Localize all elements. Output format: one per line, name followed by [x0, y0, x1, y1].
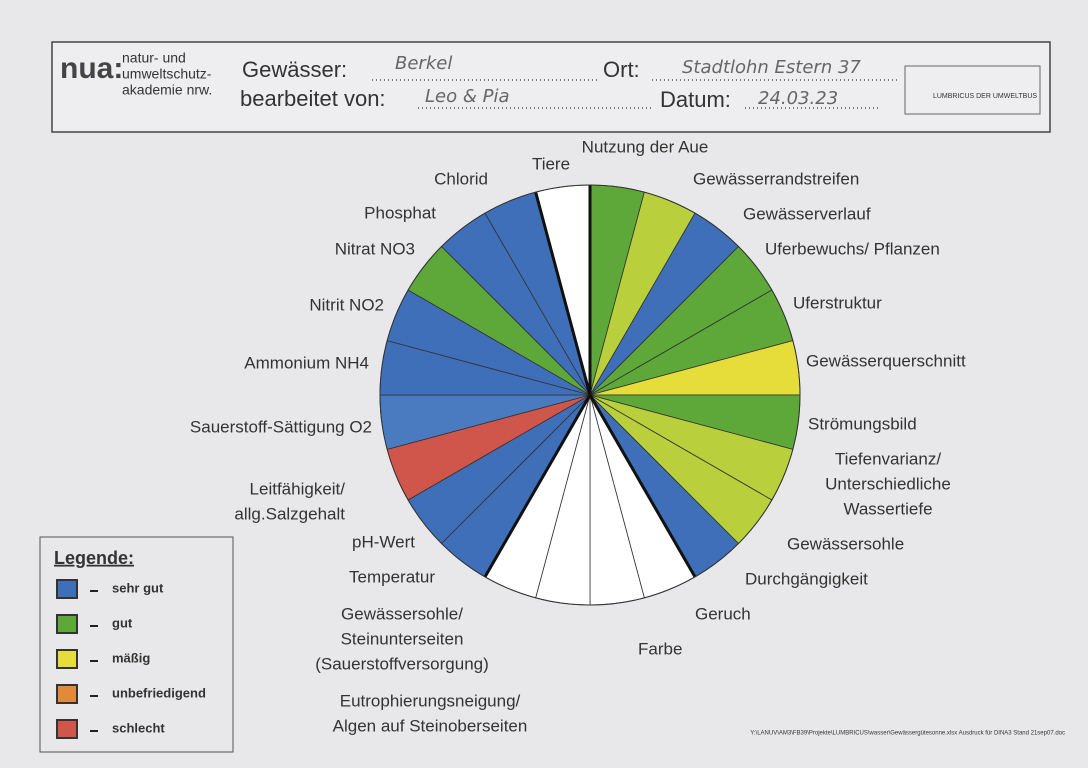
header-box	[51, 41, 1051, 133]
org: umweltschutz-	[122, 66, 212, 82]
field-label: Datum:	[660, 87, 731, 112]
org: akademie nrw.	[122, 82, 212, 98]
segment-label: pH-Wert	[352, 532, 415, 551]
legend-swatch	[56, 684, 78, 704]
legend-label: gut	[112, 615, 133, 630]
legend-label: sehr gut	[112, 580, 164, 595]
segment-label: Chlorid	[434, 169, 488, 188]
legend-label: unbefriedigend	[112, 685, 206, 700]
legend-swatch	[56, 719, 78, 739]
legend-swatch	[56, 579, 78, 599]
dots	[372, 79, 900, 109]
segment-label: Nitrat NO3	[335, 239, 415, 258]
segment-label: Leitfähigkeit/	[250, 479, 346, 498]
divider	[483, 394, 592, 578]
segment-label: Wassertiefe	[843, 499, 932, 518]
segment-label: Nutzung der Aue	[582, 137, 709, 156]
segment-label: Sauerstoff-Sättigung O2	[190, 417, 372, 436]
legend-title: Legende:	[54, 548, 134, 568]
field-value: Leo & Pia	[425, 86, 509, 107]
field-label: Ort:	[603, 57, 640, 82]
segment-label: Ammonium NH4	[244, 353, 369, 372]
field-value: 24.03.23	[758, 88, 838, 109]
legend-label: mäßig	[112, 650, 150, 665]
segment-label: Algen auf Steinoberseiten	[333, 716, 528, 735]
segment-label: allg.Salzgehalt	[234, 504, 345, 523]
segment-label: Temperatur	[349, 567, 435, 586]
segment-label: Uferbewuchs/ Pflanzen	[765, 239, 940, 258]
bus-icon	[904, 65, 1041, 115]
field-label: bearbeitet von:	[240, 86, 386, 111]
legend-box	[39, 536, 234, 753]
segment-label: Tiere	[532, 154, 570, 173]
segment-label: Durchgängigkeit	[745, 569, 868, 588]
segment-label: Gewässersohle/	[341, 604, 463, 623]
legend-swatch	[56, 614, 78, 634]
org: natur- und	[122, 50, 186, 66]
segment-label: Uferstruktur	[793, 293, 882, 312]
bus-text: LUMBRICUS DER UMWELTBUS	[933, 93, 1037, 100]
segment-label: Phosphat	[364, 203, 436, 222]
legend-label: schlecht	[112, 720, 165, 735]
legend: sehr gut gut mäßig unbefriedigend schlecht	[56, 579, 206, 739]
field-label: Gewässer:	[242, 57, 347, 82]
segment-label: Gewässerverlauf	[743, 204, 871, 223]
divider	[534, 191, 592, 396]
logo: nua:	[60, 52, 123, 85]
field-value: Berkel	[395, 53, 452, 74]
pie	[379, 184, 801, 606]
divider	[588, 394, 697, 578]
segment-label: Eutrophierungsneigung/	[340, 691, 521, 710]
segment-label: Nitrit NO2	[309, 295, 384, 314]
segment-label: Strömungsbild	[808, 414, 917, 433]
segment-label: Steinunterseiten	[341, 629, 464, 648]
segment-label: Unterschiedliche	[825, 474, 951, 493]
segment-label: Geruch	[695, 604, 751, 623]
legend-swatch	[56, 649, 78, 669]
segment-label: Gewässersohle	[787, 534, 904, 553]
rim	[379, 184, 801, 606]
segment-label: Gewässerquerschnitt	[806, 351, 966, 370]
segment-label: Gewässerrandstreifen	[693, 169, 859, 188]
segment-label: Farbe	[638, 639, 682, 658]
segment-label: Tiefenvarianz/	[835, 449, 941, 468]
footer: Y:\LANUV\AM3\FB39\Projekte\LUMBRICUS\was…	[750, 731, 1065, 737]
field-value: Stadtlohn Estern 37	[682, 57, 861, 78]
segment-label: (Sauerstoffversorgung)	[315, 654, 489, 673]
